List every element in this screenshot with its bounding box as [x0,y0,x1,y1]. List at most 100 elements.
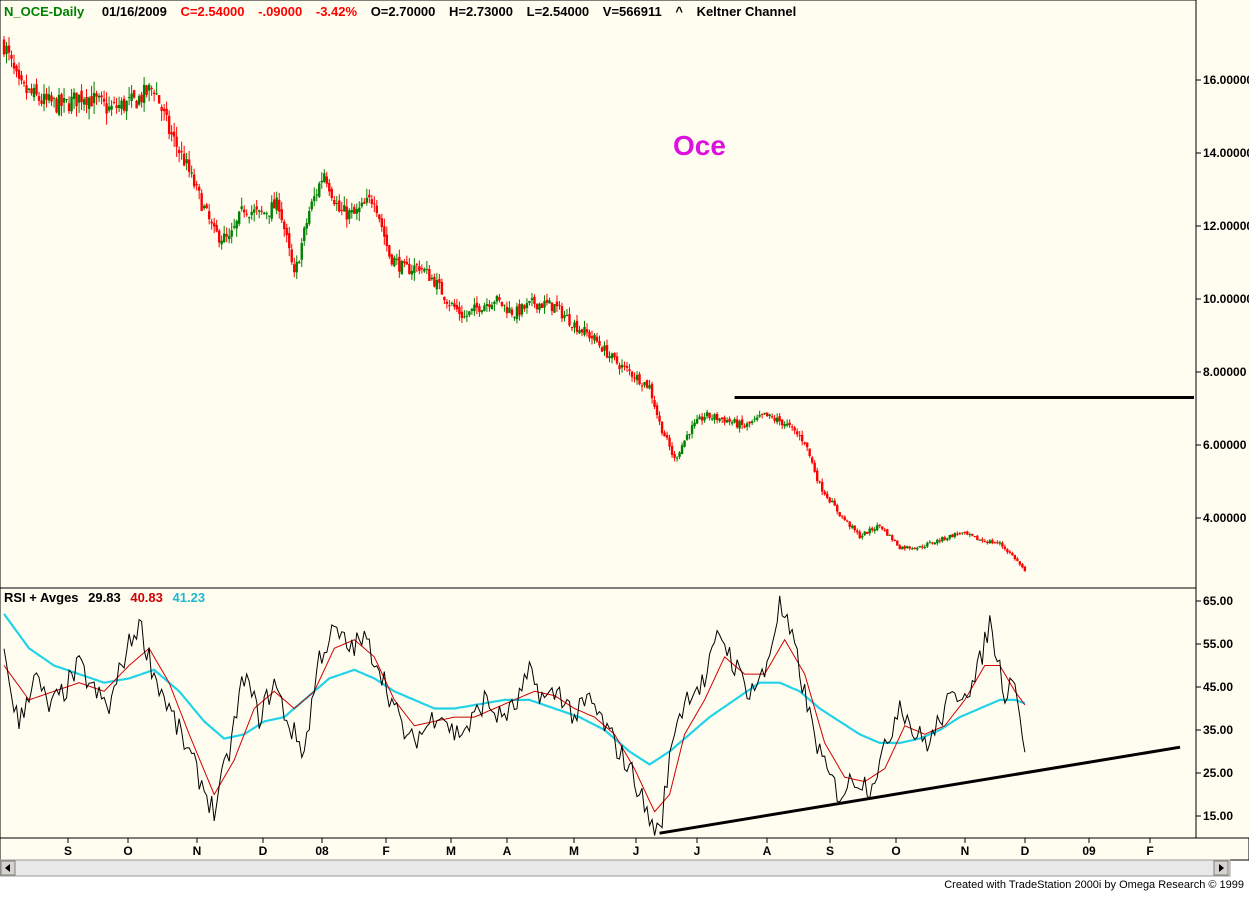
candle-body [668,437,671,447]
rsi-tick-label: 35.00 [1203,723,1233,737]
candle-body [335,202,338,204]
candle-body [868,528,871,534]
candle-body [996,542,999,544]
candle-body [363,202,366,204]
candle-body [765,412,769,417]
candle-body [958,533,962,535]
candle-body [693,422,696,427]
candle-body [90,95,93,107]
candle-body [225,234,228,237]
candle-body [343,205,346,212]
candle-body [263,212,266,214]
left-arrow-icon [5,864,10,872]
candle-body [938,540,941,542]
candle-body [283,221,286,230]
rsi-header-avg1: 40.83 [130,590,163,605]
candle-body [32,87,36,98]
candle-body [1011,553,1014,556]
candle-body [933,542,936,545]
rsi-tick-label: 45.00 [1203,680,1233,694]
candle-body [873,529,876,531]
candle-body [195,184,198,186]
candle-body [1016,558,1019,561]
candle-body [535,303,539,310]
candle-body [463,316,466,318]
candle-body [600,347,604,352]
candle-body [871,528,874,531]
right-axis-bg [1196,0,1249,838]
candle-body [308,211,311,224]
candle-body [1001,542,1004,547]
candle-body [861,535,864,538]
candle-body [358,207,361,213]
candle-body [848,521,851,527]
candle-body [640,385,644,387]
price-tick-label: 8.00000 [1203,365,1247,379]
candle-body [355,209,358,214]
candle-body [40,100,43,104]
candle-body [1008,551,1012,553]
candle-body [205,204,208,209]
candle-body [137,96,141,105]
x-tick-label: M [446,844,456,858]
candle-body [916,547,919,550]
candle-body [227,236,231,240]
candle-body [1003,546,1007,549]
candle-body [820,481,824,492]
candle-body [52,97,56,99]
x-tick-label: J [633,844,640,858]
candle-body [260,210,263,212]
candle-body [475,302,479,308]
candle-body [222,233,226,243]
candle-body [760,413,764,415]
candle-body [956,533,959,535]
x-tick-label: O [123,844,132,858]
candle-body [585,329,589,333]
price-tick-label: 16.00000 [1203,73,1249,87]
x-axis: S O N D 08 F M A M J J A S O N D 09 F [64,838,1154,858]
candle-body [755,417,759,420]
candle-body [430,277,434,280]
candle-body [12,62,16,69]
candle-body [635,375,639,381]
candle-body [112,101,116,103]
candle-body [838,511,841,517]
candle-body [77,94,81,103]
horizontal-scrollbar[interactable] [0,859,1231,877]
candle-body [518,304,521,316]
candle-body [27,88,31,90]
candle-body [615,356,619,364]
candle-body [60,94,63,106]
candle-body [285,227,288,236]
candle-body [410,270,414,275]
candle-body [705,412,709,417]
candle-body [413,265,416,273]
scrollbar-track[interactable] [0,859,1231,877]
candle-body [971,533,974,536]
header-low: L=2.54000 [527,4,590,19]
candle-body [620,364,624,368]
candle-body [951,534,954,538]
candle-body [853,525,856,531]
candle-body [498,297,501,301]
candle-body [963,531,967,533]
candle-body [728,418,731,422]
candle-body [350,210,353,213]
candle-body [623,365,626,367]
candle-body [876,525,879,531]
header-change: -.09000 [258,4,302,19]
candle-body [460,311,464,319]
candle-body [643,382,646,386]
candle-body [843,516,846,521]
candle-body [425,268,429,270]
candle-body [841,515,844,517]
candle-body [470,308,474,311]
candle-body [815,470,819,482]
candle-body [548,300,551,304]
candle-body [1013,555,1017,560]
candle-body [428,268,431,281]
x-tick-label: M [569,844,579,858]
candle-body [558,304,561,306]
candle-body [165,108,168,116]
